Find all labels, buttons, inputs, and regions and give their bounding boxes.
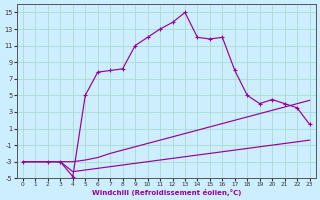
X-axis label: Windchill (Refroidissement éolien,°C): Windchill (Refroidissement éolien,°C) xyxy=(92,189,241,196)
